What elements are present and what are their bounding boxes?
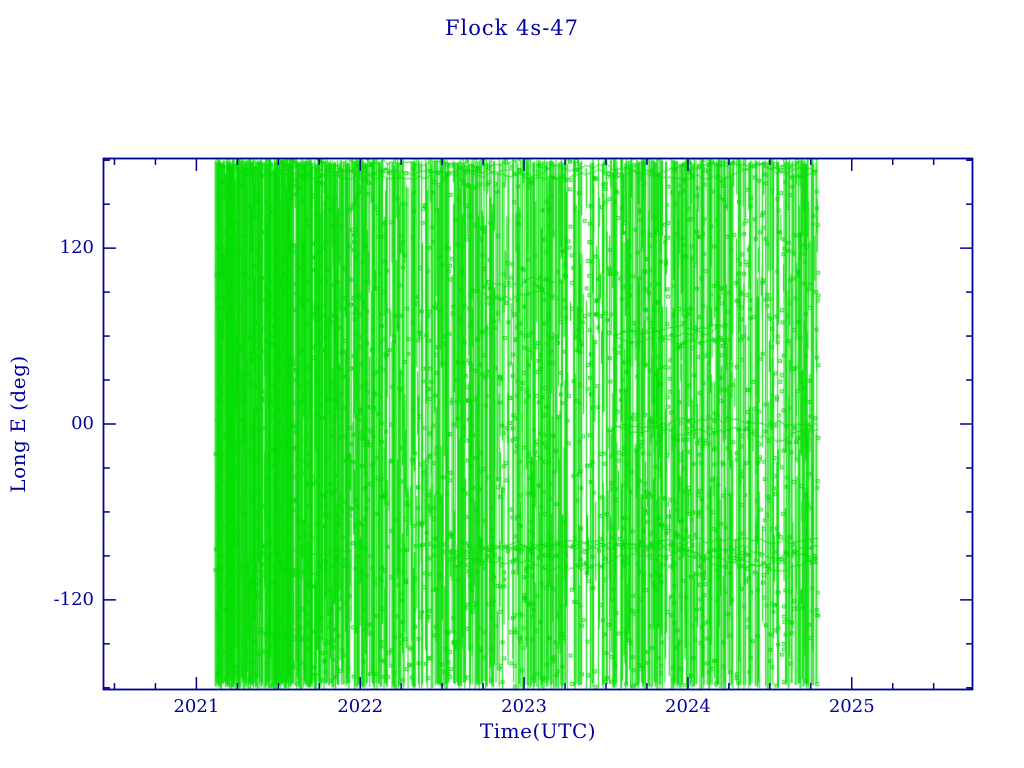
y-tick-label: 00: [71, 413, 94, 434]
x-axis-label: Time(UTC): [479, 719, 597, 743]
x-tick-label: 2025: [828, 696, 875, 717]
x-tick-label: 2023: [501, 696, 547, 717]
y-axis-label: Long E (deg): [6, 355, 30, 493]
plot-data-canvas: [103, 158, 973, 690]
x-tick-label: 2024: [665, 696, 711, 717]
y-tick-label: -120: [53, 588, 94, 610]
chart-title: Flock 4s-47: [444, 16, 580, 40]
x-tick-label: 2021: [173, 696, 220, 717]
x-tick-label: 2022: [337, 696, 384, 717]
y-tick-label: 120: [59, 237, 94, 259]
